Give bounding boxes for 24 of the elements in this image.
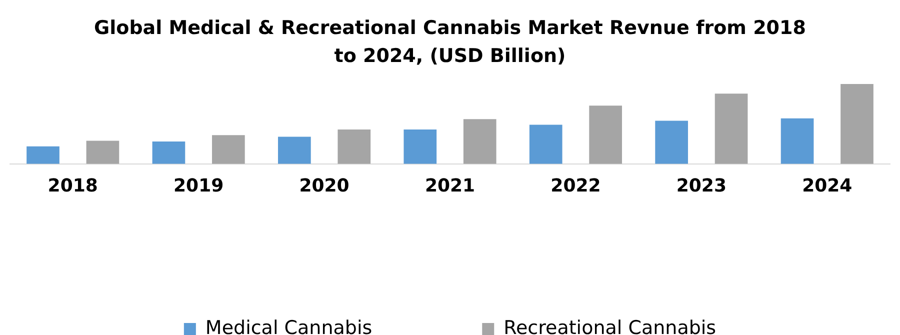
bar <box>529 124 562 164</box>
x-tick-label: 2019 <box>174 175 224 196</box>
bar <box>338 130 371 164</box>
bar <box>780 118 814 164</box>
x-tick-label: 2021 <box>424 175 476 196</box>
bar <box>26 146 60 164</box>
chart-title: Global Medical & Recreational Cannabis Market Revnue from 2018 to 2024, (USD Billion) <box>93 16 807 69</box>
bar <box>589 106 622 164</box>
legend-label: Recreational Cannabis <box>504 316 716 335</box>
bar <box>278 136 311 164</box>
x-tick-label: 2018 <box>48 175 98 196</box>
x-tick-label: 2020 <box>299 175 350 196</box>
bar <box>212 135 245 164</box>
x-tick-label: 2022 <box>550 175 601 196</box>
bar <box>152 142 186 164</box>
bar <box>714 94 748 164</box>
bar <box>86 140 120 164</box>
bar <box>840 84 874 164</box>
x-tick-label: 2024 <box>802 175 852 196</box>
legend-label: Medical Cannabis <box>205 316 372 335</box>
bar <box>655 120 688 164</box>
bar <box>463 119 496 164</box>
bar <box>404 130 437 164</box>
x-tick-label: 2023 <box>676 175 726 196</box>
